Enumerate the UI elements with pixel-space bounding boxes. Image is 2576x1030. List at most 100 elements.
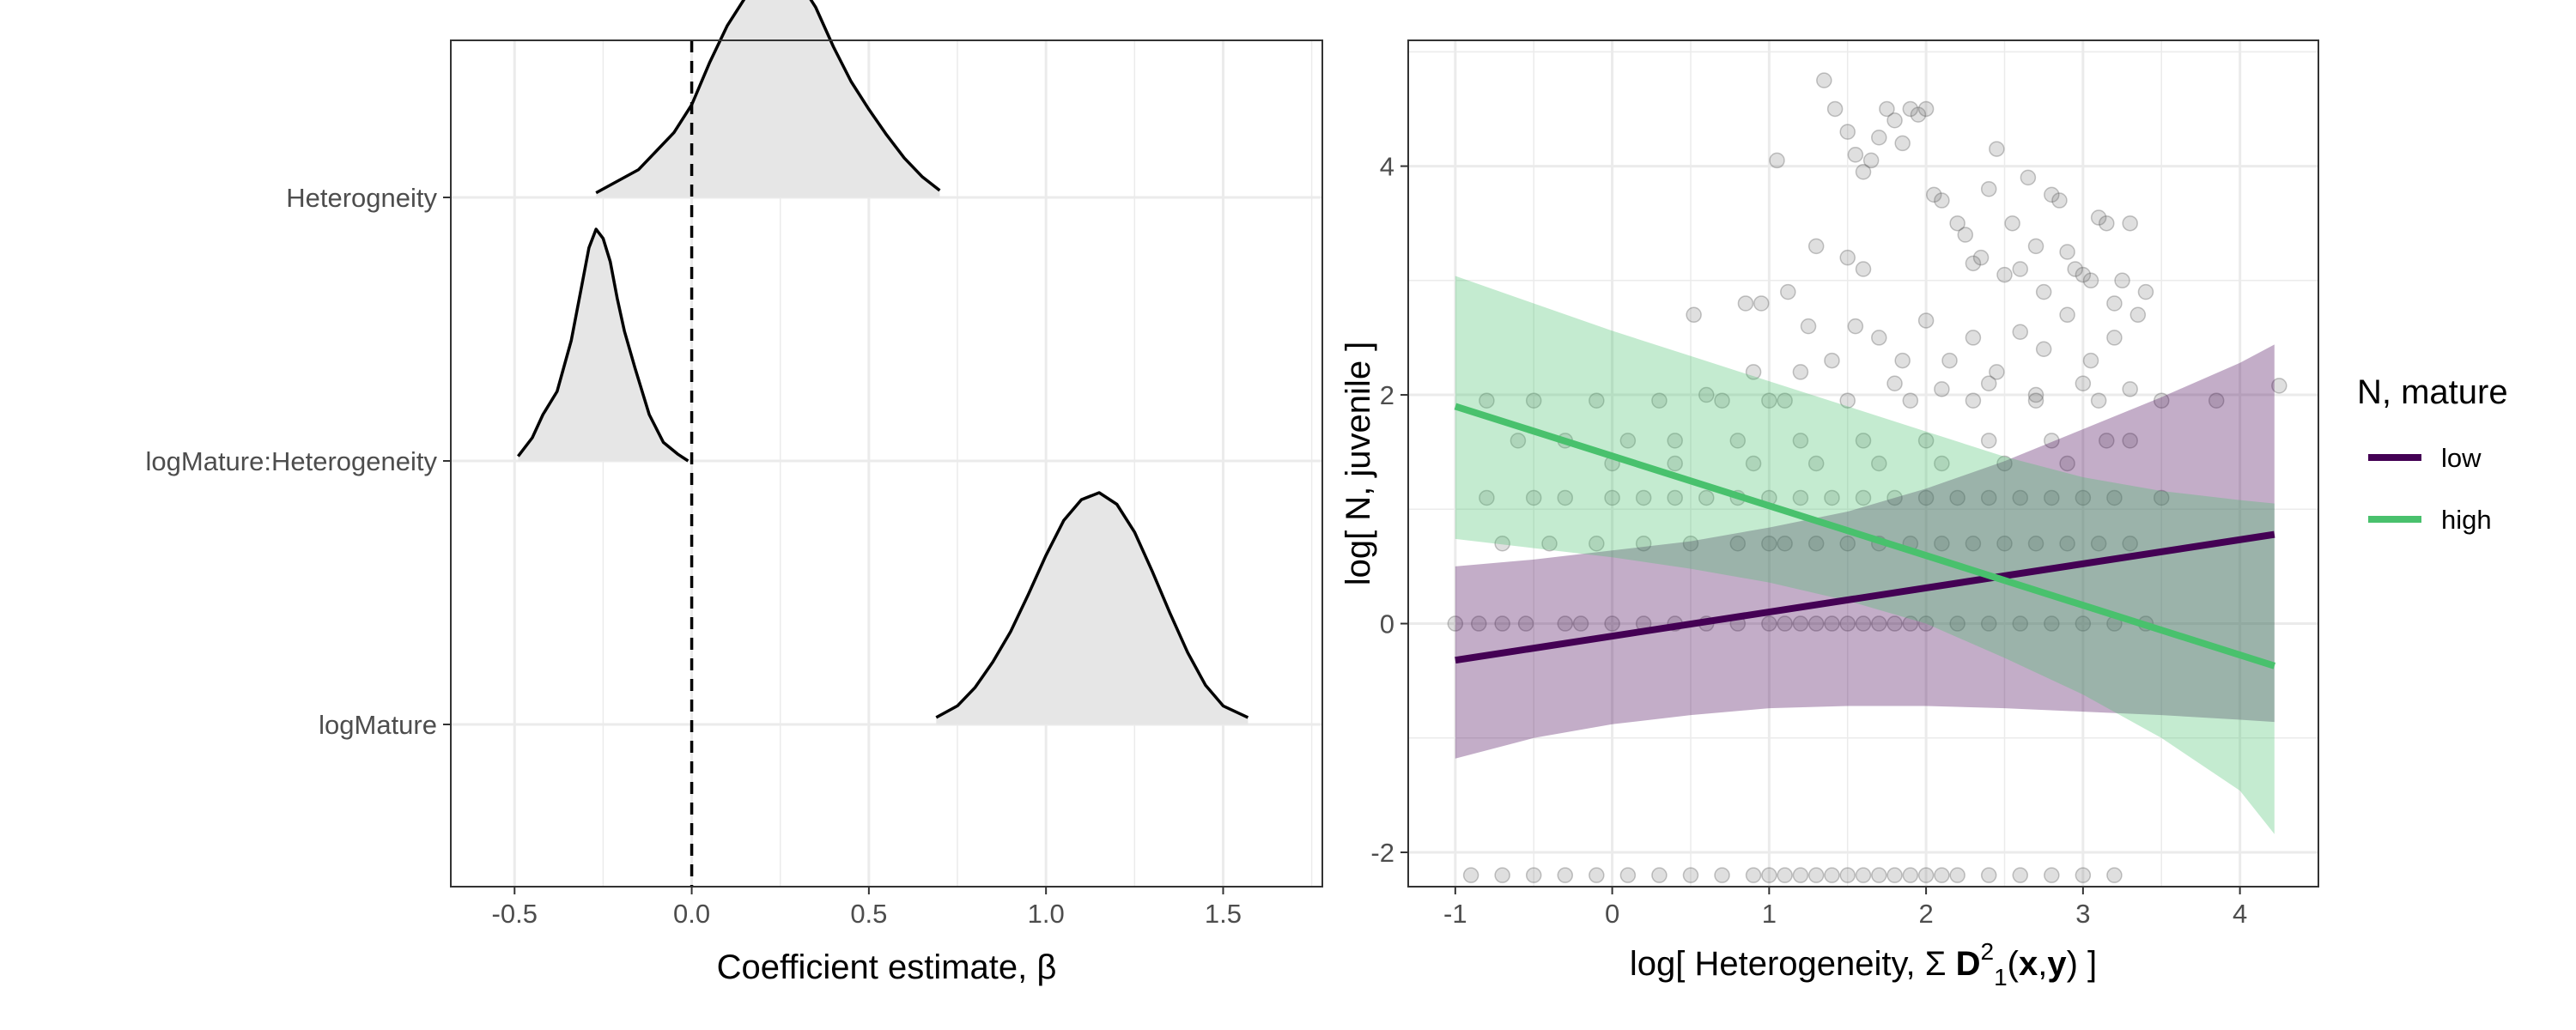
scatter-point — [1777, 867, 1793, 883]
scatter-point — [1879, 100, 1895, 118]
scatter-point — [1494, 536, 1510, 552]
scatter-point — [1761, 615, 1777, 632]
density-area-3 — [936, 493, 1249, 724]
right-x-tick-label: 4 — [2233, 899, 2247, 929]
scatter-point — [2082, 272, 2099, 289]
left-y-axis-ticks: Heterogneity logMature:Heterogeneity logMa… — [146, 183, 451, 740]
scatter-point — [1839, 249, 1856, 266]
regression-line-high — [1454, 403, 2276, 670]
scatter-point — [1777, 392, 1793, 409]
scatter-point — [2153, 392, 2170, 409]
left-x-tick-label: 0.0 — [673, 899, 710, 929]
scatter-point — [2044, 615, 2060, 632]
right-y-tick-label: 0 — [1380, 609, 1394, 639]
scatter-point — [1917, 867, 1935, 883]
right-y-axis-title: log[ N, juvenile ] — [1340, 342, 1377, 586]
scatter-point — [1682, 536, 1699, 552]
scatter-point — [1965, 392, 1982, 409]
left-y-tick-label: Heterogneity — [286, 183, 437, 213]
right-y-axis-ticks: -2 0 2 4 — [1370, 152, 1408, 868]
left-x-axis-title: Coefficient estimate, β — [717, 948, 1057, 986]
scatter-point — [2106, 867, 2123, 883]
scatter-point — [1989, 141, 2005, 157]
scatter-point — [1934, 381, 1950, 397]
regression-lines — [1454, 403, 2276, 670]
scatter-point — [2137, 283, 2154, 300]
scatter-point — [1934, 867, 1950, 883]
legend: N, mature low high — [2357, 373, 2508, 535]
x-title-superscript: 2 — [1980, 938, 1994, 965]
scatter-point — [1557, 867, 1574, 883]
scatter-point — [1745, 455, 1762, 472]
scatter-point — [2208, 392, 2225, 409]
scatter-point — [1447, 615, 1464, 632]
x-title-subscript: 1 — [1994, 964, 2008, 991]
scatter-point — [2059, 244, 2075, 260]
left-y-tick-label: logMature:Heterogeneity — [146, 446, 438, 476]
scatter-point — [2075, 867, 2092, 883]
scatter-point — [1917, 489, 1935, 506]
scatter-point — [2129, 306, 2147, 324]
scatter-point — [1855, 163, 1872, 180]
scatter-point — [1462, 867, 1479, 883]
scatter-point — [1470, 615, 1487, 632]
left-plot-border — [450, 39, 1323, 888]
scatter-point — [2106, 489, 2123, 506]
scatter-point — [2044, 186, 2060, 203]
scatter-point — [2044, 867, 2060, 883]
scatter-point — [1902, 615, 1919, 632]
scatter-point — [2012, 615, 2029, 632]
scatter-point — [1807, 867, 1825, 883]
scatter-point — [2035, 283, 2052, 300]
scatter-point — [1479, 392, 1495, 409]
left-x-tick-label: -0.5 — [492, 899, 538, 929]
scatter-point — [1855, 615, 1872, 632]
left-x-tick-label: 0.5 — [850, 899, 887, 929]
scatter-point — [1807, 615, 1825, 632]
scatter-point — [1737, 295, 1754, 312]
scatter-point — [1777, 536, 1793, 552]
scatter-point — [1589, 392, 1605, 409]
x-title-bold-d: D — [1956, 945, 1981, 983]
right-x-axis-ticks: -1 0 1 2 3 4 — [1443, 887, 2247, 929]
scatter-point — [1871, 330, 1887, 346]
scatter-point — [1855, 261, 1872, 277]
scatter-point — [1894, 135, 1911, 152]
scatter-point — [1745, 364, 1762, 380]
scatter-point — [1729, 536, 1747, 552]
scatter-point — [1780, 283, 1796, 300]
scatter-point — [1761, 867, 1777, 883]
scatter-point — [1824, 615, 1840, 632]
scatter-point — [1604, 615, 1620, 632]
scatter-point — [1510, 433, 1527, 449]
scatter-point — [1745, 867, 1762, 883]
legend-entries: low high — [2368, 443, 2492, 535]
scatter-point — [2106, 330, 2123, 346]
scatter-point — [2012, 261, 2029, 277]
scatter-point — [1494, 615, 1510, 632]
scatter-point — [1934, 455, 1950, 472]
scatter-point — [1886, 867, 1903, 883]
scatter-point — [2067, 261, 2083, 277]
scatter-point — [1989, 364, 2005, 380]
confidence-ribbons — [1455, 276, 2275, 834]
scatter-point — [1517, 615, 1534, 632]
scatter-point — [1894, 352, 1911, 369]
right-x-tick-label: -1 — [1443, 899, 1467, 929]
scatter-point — [2027, 238, 2044, 255]
scatter-point — [1777, 615, 1793, 632]
scatter-point — [2012, 324, 2029, 341]
scatter-point — [1635, 536, 1652, 552]
scatter-point — [1996, 266, 2013, 283]
left-x-axis-ticks: -0.5 0.0 0.5 1.0 1.5 — [492, 887, 1242, 929]
regression-line-low — [1455, 530, 2275, 664]
scatter-point — [1807, 536, 1825, 552]
scatter-point — [2059, 536, 2075, 552]
scatter-point — [1824, 867, 1840, 883]
scatter-point — [1839, 615, 1856, 632]
right-y-tick-label: 2 — [1380, 380, 1394, 410]
scatter-point — [1847, 318, 1864, 335]
scatter-point — [2122, 536, 2138, 552]
legend-title: N, mature — [2357, 373, 2508, 411]
